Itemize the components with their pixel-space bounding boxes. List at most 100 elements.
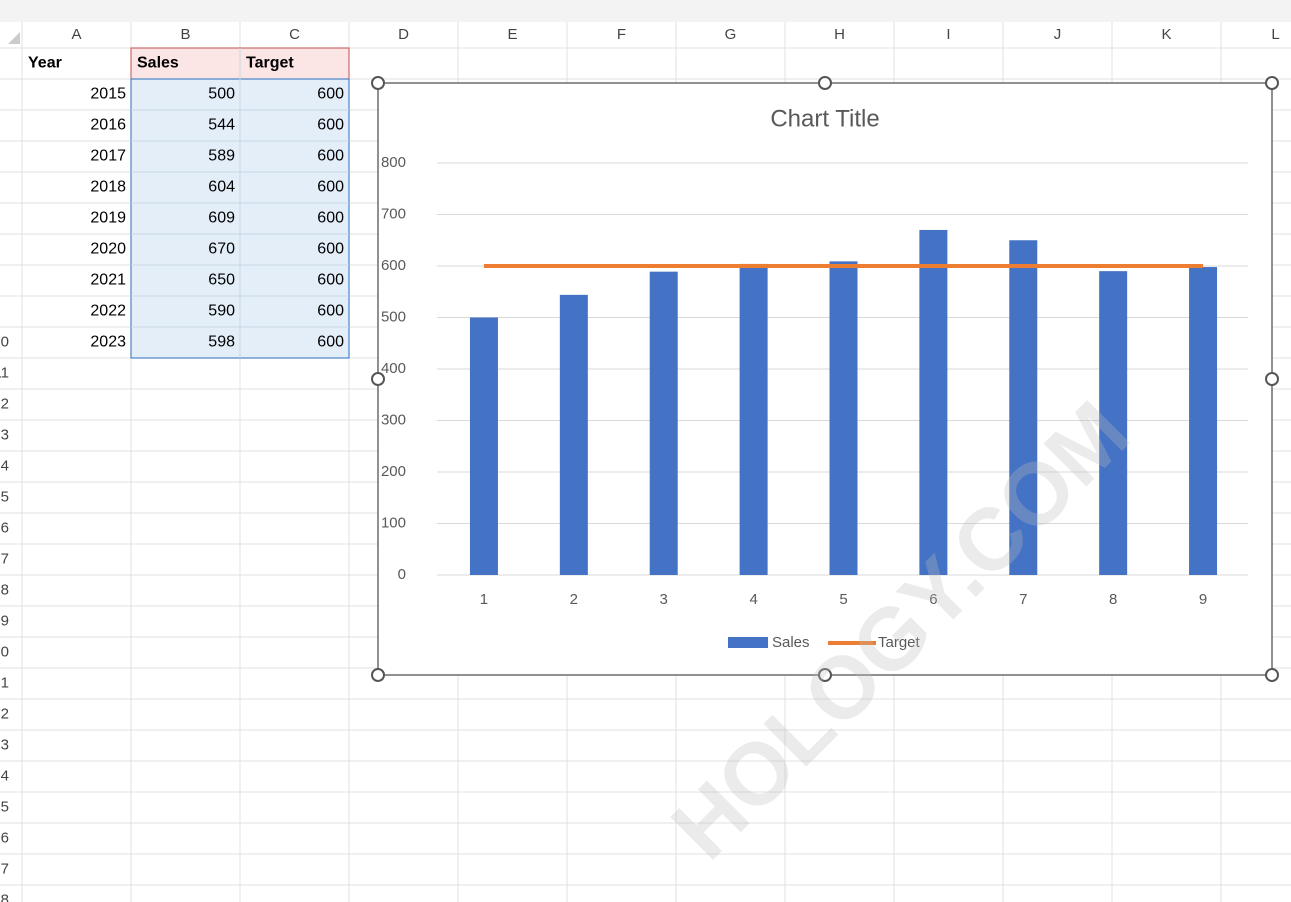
data-cell[interactable]: 598 — [208, 334, 235, 351]
header-cell[interactable]: Target — [246, 55, 294, 72]
x-tick-label: 5 — [839, 591, 847, 608]
bar — [1009, 240, 1038, 575]
data-cell[interactable]: 2016 — [90, 117, 126, 134]
bar — [649, 271, 678, 575]
column-header[interactable]: G — [725, 26, 737, 43]
resize-handle[interactable] — [371, 668, 385, 682]
column-header[interactable]: C — [289, 26, 300, 43]
bar — [829, 261, 858, 575]
data-cell[interactable]: 600 — [317, 117, 344, 134]
bar — [1099, 271, 1128, 575]
row-header[interactable]: 20 — [0, 643, 9, 660]
resize-handle[interactable] — [818, 668, 832, 682]
row-header[interactable]: 15 — [0, 488, 9, 505]
select-all[interactable] — [8, 32, 20, 44]
y-tick-label: 500 — [381, 308, 406, 325]
row-header[interactable]: 14 — [0, 457, 9, 474]
data-cell[interactable]: 2023 — [90, 334, 126, 351]
y-tick-label: 700 — [381, 205, 406, 222]
data-cell[interactable]: 2020 — [90, 241, 126, 258]
row-header[interactable]: 13 — [0, 426, 9, 443]
column-header[interactable]: B — [180, 26, 190, 43]
bar — [469, 317, 498, 575]
data-cell[interactable]: 600 — [317, 241, 344, 258]
y-tick-label: 300 — [381, 411, 406, 428]
chart[interactable]: Chart Title 0 100 200 300 400 500 600 700 800 1 2 3 4… — [371, 76, 1279, 682]
y-tick-label: 800 — [381, 154, 406, 171]
chart-area[interactable] — [377, 82, 1273, 676]
row-header[interactable]: 27 — [0, 860, 9, 877]
data-cell[interactable]: 600 — [317, 210, 344, 227]
row-header[interactable]: 22 — [0, 705, 9, 722]
resize-handle[interactable] — [1265, 668, 1279, 682]
x-tick-label: 8 — [1109, 591, 1117, 608]
row-header[interactable]: 25 — [0, 798, 9, 815]
data-cell[interactable]: 600 — [317, 303, 344, 320]
y-tick-label: 600 — [381, 257, 406, 274]
x-tick-label: 4 — [749, 591, 757, 608]
column-header[interactable]: K — [1161, 26, 1171, 43]
column-header[interactable]: J — [1054, 26, 1062, 43]
resize-handle[interactable] — [1265, 372, 1279, 386]
header-cell[interactable]: Year — [28, 55, 62, 72]
data-cell[interactable]: 670 — [208, 241, 235, 258]
column-header[interactable]: F — [617, 26, 626, 43]
data-cell[interactable]: 2019 — [90, 210, 126, 227]
y-tick-label: 400 — [381, 360, 406, 377]
data-cell[interactable]: 600 — [317, 148, 344, 165]
column-header[interactable]: L — [1271, 26, 1279, 43]
data-cell[interactable]: 609 — [208, 210, 235, 227]
column-header[interactable]: E — [507, 26, 517, 43]
legend-label: Target — [878, 634, 921, 651]
data-cell[interactable]: 600 — [317, 334, 344, 351]
data-cell[interactable]: 2018 — [90, 179, 126, 196]
bar — [919, 229, 948, 575]
column-header-bar — [0, 22, 1291, 48]
data-cell[interactable]: 500 — [208, 86, 235, 103]
data-cell[interactable]: 589 — [208, 148, 235, 165]
data-cell[interactable]: 2021 — [90, 272, 126, 289]
row-header[interactable]: 26 — [0, 829, 9, 846]
resize-handle[interactable] — [818, 76, 832, 90]
row-header[interactable]: 24 — [0, 767, 9, 784]
row-header[interactable]: 19 — [0, 612, 9, 629]
column-header[interactable]: H — [834, 26, 845, 43]
x-tick-label: 2 — [570, 591, 578, 608]
column-header[interactable]: A — [71, 26, 81, 43]
x-tick-label: 9 — [1199, 591, 1207, 608]
y-tick-label: 0 — [398, 566, 406, 583]
row-header[interactable]: 17 — [0, 550, 9, 567]
data-cell[interactable]: 544 — [208, 117, 235, 134]
data-cell[interactable]: 600 — [317, 272, 344, 289]
chart-title: Chart Title — [770, 105, 879, 132]
x-tick-label: 7 — [1019, 591, 1027, 608]
y-tick-label: 200 — [381, 463, 406, 480]
row-header[interactable]: 10 — [0, 333, 9, 350]
row-header[interactable]: 21 — [0, 674, 9, 691]
row-header[interactable]: 11 — [0, 364, 9, 381]
data-cell[interactable]: 590 — [208, 303, 235, 320]
row-header[interactable]: 16 — [0, 519, 9, 536]
bar — [1189, 267, 1218, 575]
data-cell[interactable]: 650 — [208, 272, 235, 289]
data-cell[interactable]: 2015 — [90, 86, 126, 103]
resize-handle[interactable] — [371, 76, 385, 90]
row-header[interactable]: 23 — [0, 736, 9, 753]
data-cell[interactable]: 2017 — [90, 148, 126, 165]
resize-handle[interactable] — [1265, 76, 1279, 90]
header-cell[interactable]: Sales — [137, 55, 179, 72]
x-tick-label: 1 — [480, 591, 488, 608]
resize-handle[interactable] — [371, 372, 385, 386]
row-header[interactable]: 12 — [0, 395, 9, 412]
data-cell[interactable]: 600 — [317, 179, 344, 196]
column-header[interactable]: D — [398, 26, 409, 43]
y-tick-label: 100 — [381, 514, 406, 531]
row-header[interactable]: 28 — [0, 891, 9, 902]
data-cell[interactable]: 600 — [317, 86, 344, 103]
x-tick-label: 6 — [929, 591, 937, 608]
data-cell[interactable]: 2022 — [90, 303, 126, 320]
row-header[interactable]: 18 — [0, 581, 9, 598]
column-header[interactable]: I — [946, 26, 950, 43]
data-cell[interactable]: 604 — [208, 179, 235, 196]
